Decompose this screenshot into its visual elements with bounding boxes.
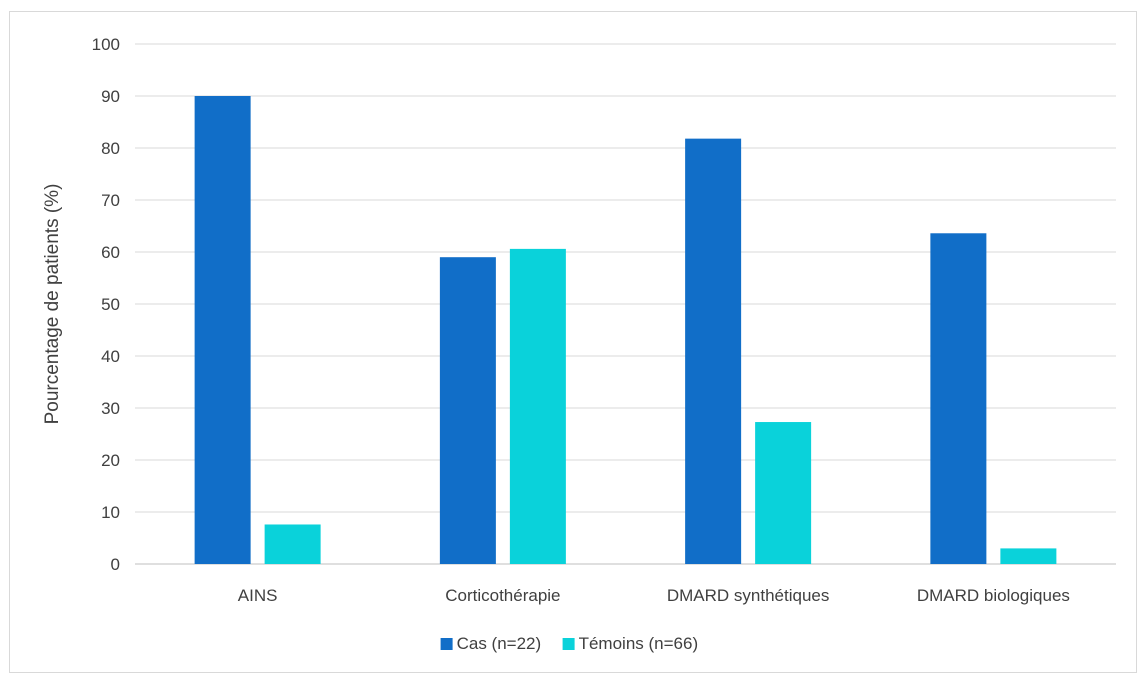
bar-chart: 0 10 20 30 40 50 60 70 80 90 100 AINS Corticothérap…	[42, 35, 1116, 653]
bar	[755, 422, 812, 564]
y-tick-label: 40	[101, 347, 120, 366]
bar	[685, 138, 742, 564]
y-tick-label: 20	[101, 451, 120, 470]
bars	[194, 96, 1057, 564]
y-tick-label: 30	[101, 399, 120, 418]
chart-frame: 0 10 20 30 40 50 60 70 80 90 100 AINS Corticothérap…	[9, 11, 1137, 673]
legend-label: Témoins (n=66)	[579, 634, 699, 653]
x-tick-labels: AINS Corticothérapie DMARD synthétiques DMA…	[238, 586, 1070, 605]
legend-swatch	[562, 638, 575, 650]
y-tick-label: 90	[101, 87, 120, 106]
x-tick-label: AINS	[238, 586, 278, 605]
y-tick-label: 60	[101, 243, 120, 262]
bar	[264, 524, 321, 564]
y-tick-label: 0	[111, 555, 120, 574]
y-tick-label: 10	[101, 503, 120, 522]
y-tick-label: 70	[101, 191, 120, 210]
y-tick-label: 50	[101, 295, 120, 314]
bar	[439, 257, 496, 564]
gridlines	[135, 43, 1116, 565]
bar	[1000, 548, 1057, 564]
bar	[194, 96, 251, 564]
x-tick-label: DMARD synthétiques	[667, 586, 830, 605]
y-tick-label: 100	[92, 35, 120, 54]
y-tick-label: 80	[101, 139, 120, 158]
bar	[509, 248, 566, 564]
y-tick-labels: 0 10 20 30 40 50 60 70 80 90 100	[92, 35, 120, 574]
y-axis-label: Pourcentage de patients (%)	[42, 184, 63, 425]
legend-swatch	[440, 638, 453, 650]
legend: Cas (n=22) Témoins (n=66)	[440, 634, 699, 653]
x-tick-label: Corticothérapie	[445, 586, 560, 605]
x-tick-label: DMARD biologiques	[917, 586, 1070, 605]
legend-label: Cas (n=22)	[457, 634, 542, 653]
bar	[930, 233, 987, 564]
